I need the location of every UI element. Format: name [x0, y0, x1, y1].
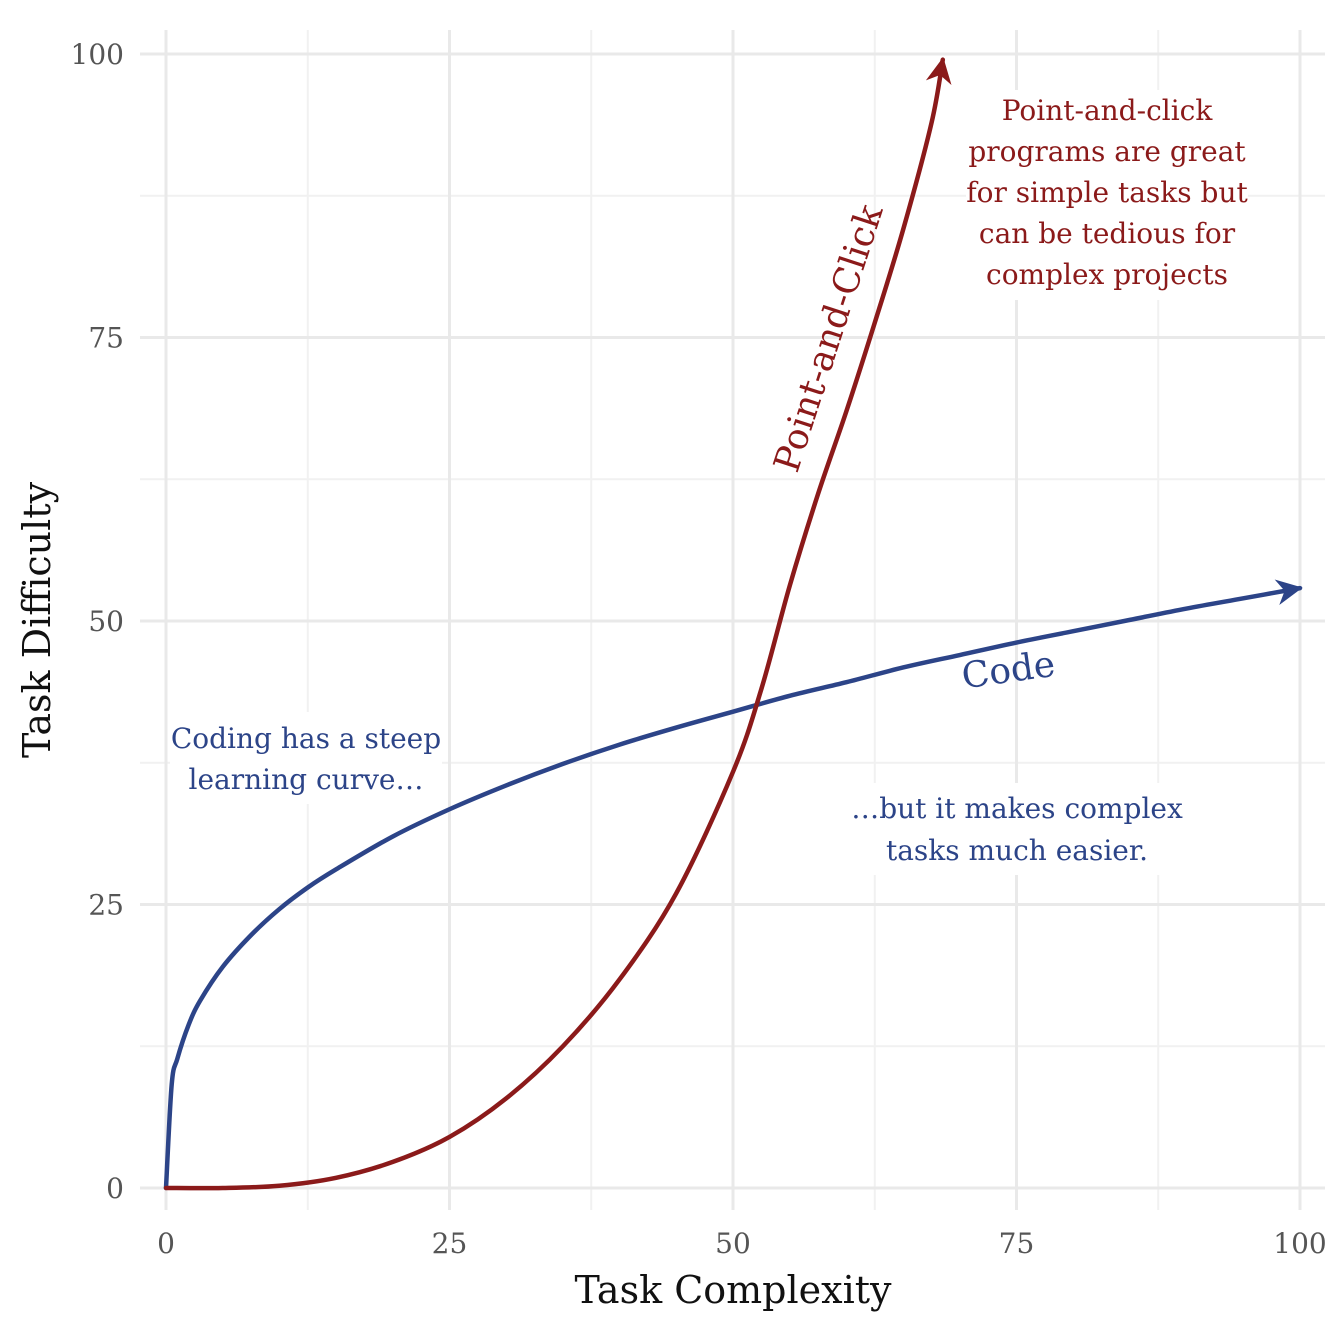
annotation-pc-line-5: complex projects — [986, 258, 1228, 291]
y-tick-label: 50 — [88, 605, 124, 638]
y-tick-label: 0 — [106, 1172, 124, 1205]
annotation-pc-line-3: for simple tasks but — [966, 176, 1248, 209]
series-line-point-and-click — [163, 57, 952, 1191]
x-axis-title: Task Complexity — [575, 1268, 892, 1312]
x-tick-label: 0 — [157, 1227, 175, 1260]
x-tick-label: 50 — [715, 1227, 751, 1260]
annotation-pc-line-1: Point-and-click — [1002, 94, 1214, 127]
series-layer — [163, 57, 1303, 1191]
x-tick-label: 25 — [432, 1227, 468, 1260]
y-tick-label: 75 — [88, 322, 124, 355]
x-tick-label: 75 — [999, 1227, 1035, 1260]
x-tick-label: 100 — [1273, 1227, 1326, 1260]
annotation-point-and-click: Point-and-click programs are great for s… — [966, 90, 1248, 300]
annotation-easier-line-2: tasks much easier. — [886, 834, 1148, 867]
y-tick-label: 25 — [88, 889, 124, 922]
y-tick-label: 100 — [71, 38, 124, 71]
tick-labels: 0 25 50 75 100 0 25 50 75 100 — [71, 38, 1327, 1260]
annotation-pc-line-2: programs are great — [968, 135, 1246, 168]
y-axis-title: Task Difficulty — [15, 481, 59, 758]
annotation-steep-curve: Coding has a steep learning curve… — [170, 712, 442, 804]
annotation-easier-line-1: …but it makes complex — [851, 792, 1183, 825]
annotation-complex-easier: …but it makes complex tasks much easier. — [848, 783, 1186, 875]
annotation-steep-line-1: Coding has a steep — [171, 722, 441, 755]
annotation-steep-line-2: learning curve… — [189, 763, 424, 796]
annotation-pc-line-4: can be tedious for — [979, 217, 1236, 250]
series-line-code — [163, 579, 1303, 1191]
